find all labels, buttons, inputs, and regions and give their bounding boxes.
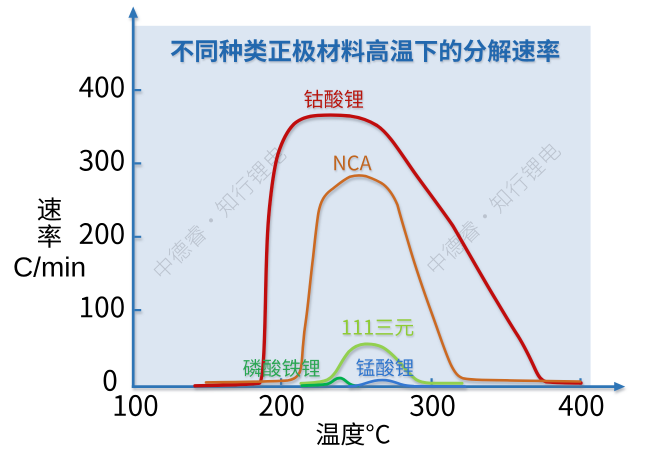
- svg-text:C/min: C/min: [13, 252, 86, 283]
